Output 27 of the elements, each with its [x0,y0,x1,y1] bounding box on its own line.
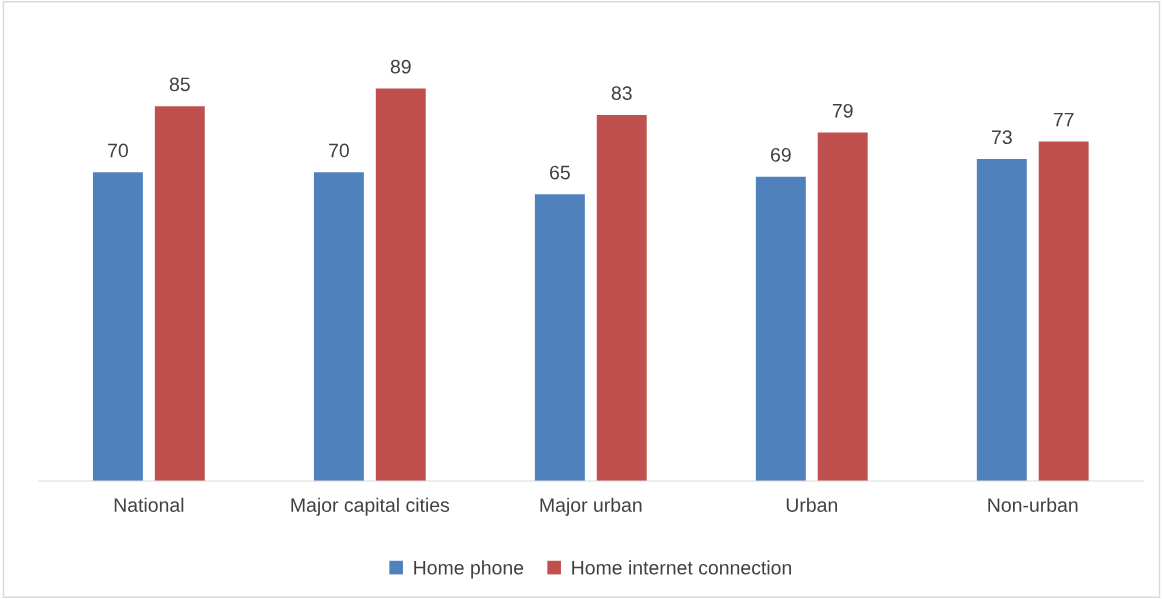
data-label: 70 [108,143,128,158]
legend-label: Home phone [414,560,524,579]
bar [755,176,806,481]
x-tick-label: National [114,497,184,512]
x-tick-label: Urban [786,497,837,512]
bar [817,132,868,481]
bar [976,159,1027,481]
data-label: 77 [1053,112,1074,127]
bar [313,172,364,481]
bar [1038,141,1089,481]
data-label: 65 [550,165,570,180]
bar [92,172,143,481]
data-label: 83 [611,86,632,101]
bar [534,194,585,481]
data-label: 79 [832,103,853,118]
data-label: 89 [390,59,411,74]
x-tick-label: Major capital cities [291,497,450,516]
bar [375,88,426,481]
data-label: 69 [771,147,791,162]
x-tick-label: Non-urban [988,497,1078,512]
data-label: 70 [329,143,349,158]
data-label: 85 [169,77,190,92]
x-tick-label: Major urban [540,497,642,516]
data-label: 73 [991,130,1012,145]
legend-label: Home internet connection [572,560,792,575]
bar [596,114,647,481]
bar [154,106,205,481]
